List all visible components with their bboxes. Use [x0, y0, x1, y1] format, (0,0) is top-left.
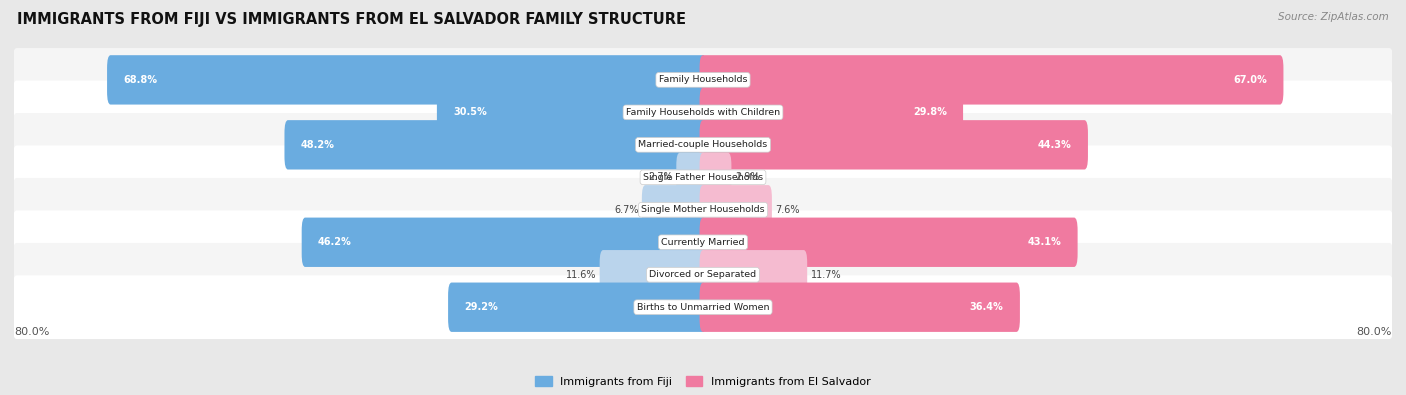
Text: 2.7%: 2.7% [648, 172, 673, 182]
Text: 68.8%: 68.8% [124, 75, 157, 85]
FancyBboxPatch shape [284, 120, 706, 169]
Text: 29.8%: 29.8% [912, 107, 946, 117]
FancyBboxPatch shape [437, 88, 706, 137]
Text: 48.2%: 48.2% [301, 140, 335, 150]
Text: 80.0%: 80.0% [14, 327, 49, 337]
FancyBboxPatch shape [449, 282, 706, 332]
Text: 11.6%: 11.6% [565, 270, 596, 280]
Text: 2.9%: 2.9% [735, 172, 759, 182]
Text: 36.4%: 36.4% [970, 302, 1004, 312]
FancyBboxPatch shape [13, 211, 1393, 274]
Text: 29.2%: 29.2% [464, 302, 498, 312]
Text: 7.6%: 7.6% [775, 205, 800, 215]
FancyBboxPatch shape [700, 250, 807, 299]
FancyBboxPatch shape [700, 185, 772, 235]
Legend: Immigrants from Fiji, Immigrants from El Salvador: Immigrants from Fiji, Immigrants from El… [534, 376, 872, 387]
Text: IMMIGRANTS FROM FIJI VS IMMIGRANTS FROM EL SALVADOR FAMILY STRUCTURE: IMMIGRANTS FROM FIJI VS IMMIGRANTS FROM … [17, 12, 686, 27]
Text: Single Father Households: Single Father Households [643, 173, 763, 182]
Text: Source: ZipAtlas.com: Source: ZipAtlas.com [1278, 12, 1389, 22]
Text: Births to Unmarried Women: Births to Unmarried Women [637, 303, 769, 312]
Text: 11.7%: 11.7% [811, 270, 841, 280]
FancyBboxPatch shape [13, 81, 1393, 144]
FancyBboxPatch shape [13, 145, 1393, 209]
FancyBboxPatch shape [107, 55, 706, 105]
Text: Single Mother Households: Single Mother Households [641, 205, 765, 214]
FancyBboxPatch shape [13, 178, 1393, 242]
FancyBboxPatch shape [643, 185, 706, 235]
FancyBboxPatch shape [676, 152, 706, 202]
Text: Family Households: Family Households [659, 75, 747, 85]
Text: 43.1%: 43.1% [1028, 237, 1062, 247]
Text: 46.2%: 46.2% [318, 237, 352, 247]
Text: 44.3%: 44.3% [1038, 140, 1071, 150]
FancyBboxPatch shape [700, 88, 963, 137]
Text: 67.0%: 67.0% [1233, 75, 1267, 85]
Text: 80.0%: 80.0% [1357, 327, 1392, 337]
FancyBboxPatch shape [700, 120, 1088, 169]
FancyBboxPatch shape [700, 218, 1077, 267]
Text: Married-couple Households: Married-couple Households [638, 140, 768, 149]
FancyBboxPatch shape [13, 275, 1393, 339]
FancyBboxPatch shape [13, 243, 1393, 307]
FancyBboxPatch shape [700, 282, 1019, 332]
FancyBboxPatch shape [700, 152, 731, 202]
Text: Family Households with Children: Family Households with Children [626, 108, 780, 117]
FancyBboxPatch shape [599, 250, 706, 299]
FancyBboxPatch shape [13, 48, 1393, 112]
FancyBboxPatch shape [13, 113, 1393, 177]
Text: 30.5%: 30.5% [453, 107, 486, 117]
FancyBboxPatch shape [700, 55, 1284, 105]
Text: Currently Married: Currently Married [661, 238, 745, 247]
Text: 6.7%: 6.7% [614, 205, 638, 215]
Text: Divorced or Separated: Divorced or Separated [650, 270, 756, 279]
FancyBboxPatch shape [302, 218, 706, 267]
